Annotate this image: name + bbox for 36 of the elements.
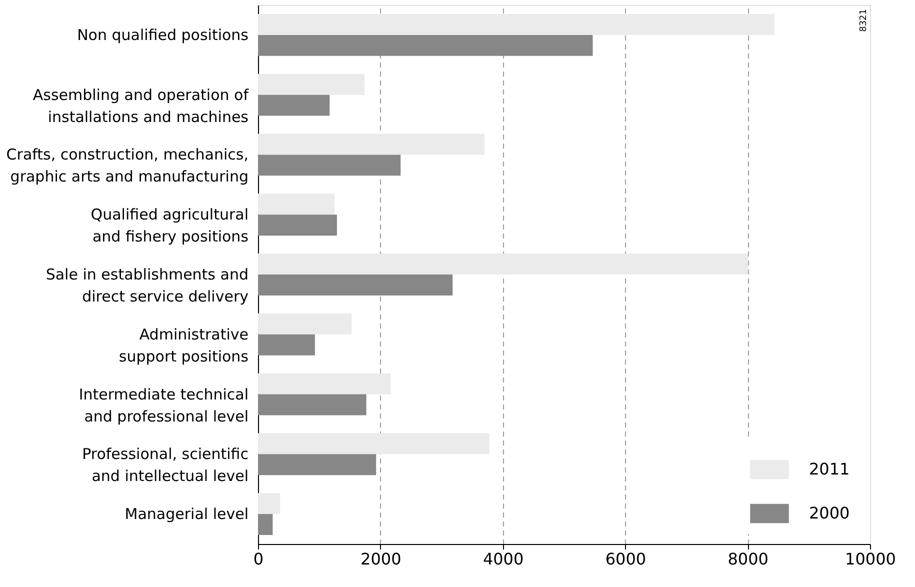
y-tick-label: Professional, scientific and intellectual level (82, 445, 248, 486)
bar (258, 454, 376, 476)
y-tick-label: Qualified agricultural and fishery positions (90, 206, 249, 246)
bar (258, 514, 273, 536)
bar (258, 493, 280, 514)
bar (258, 373, 391, 394)
bar (258, 194, 334, 215)
y-tick-label: Non qualified positions (77, 26, 249, 44)
bar (258, 433, 490, 454)
y-tick-label: Sale in establishments and direct service delivery (46, 266, 249, 306)
x-tick-label: 6000 (605, 550, 646, 568)
bar (258, 74, 364, 95)
x-tick-label: 8000 (728, 550, 768, 568)
bar (258, 154, 401, 176)
bar (258, 254, 748, 274)
annotation: 8321 (859, 9, 869, 32)
x-tick-label: 10000 (845, 550, 896, 568)
y-tick-label: Crafts, construction, mechanics, graphic arts and manufacturing (6, 146, 248, 186)
y-tick-label: Administrative support positions (118, 325, 249, 366)
x-tick-label: 4000 (482, 550, 524, 568)
x-tick-label: 2000 (360, 550, 402, 568)
legend-label: 2000 (809, 504, 850, 522)
bar (258, 14, 775, 35)
y-tick-label: Assembling and operation of installations and machines (32, 86, 250, 126)
bar (258, 274, 453, 296)
y-tick-label: Managerial level (124, 505, 248, 524)
bar (258, 334, 315, 356)
y-tick-label: Intermediate technical and professional level (78, 385, 248, 426)
bar (258, 34, 593, 56)
bar (258, 394, 366, 416)
bar (258, 313, 352, 334)
bar (258, 214, 337, 236)
legend-label: 2011 (809, 460, 850, 478)
bar (258, 94, 330, 116)
bar (258, 134, 484, 155)
x-tick-label: 0 (253, 550, 264, 568)
